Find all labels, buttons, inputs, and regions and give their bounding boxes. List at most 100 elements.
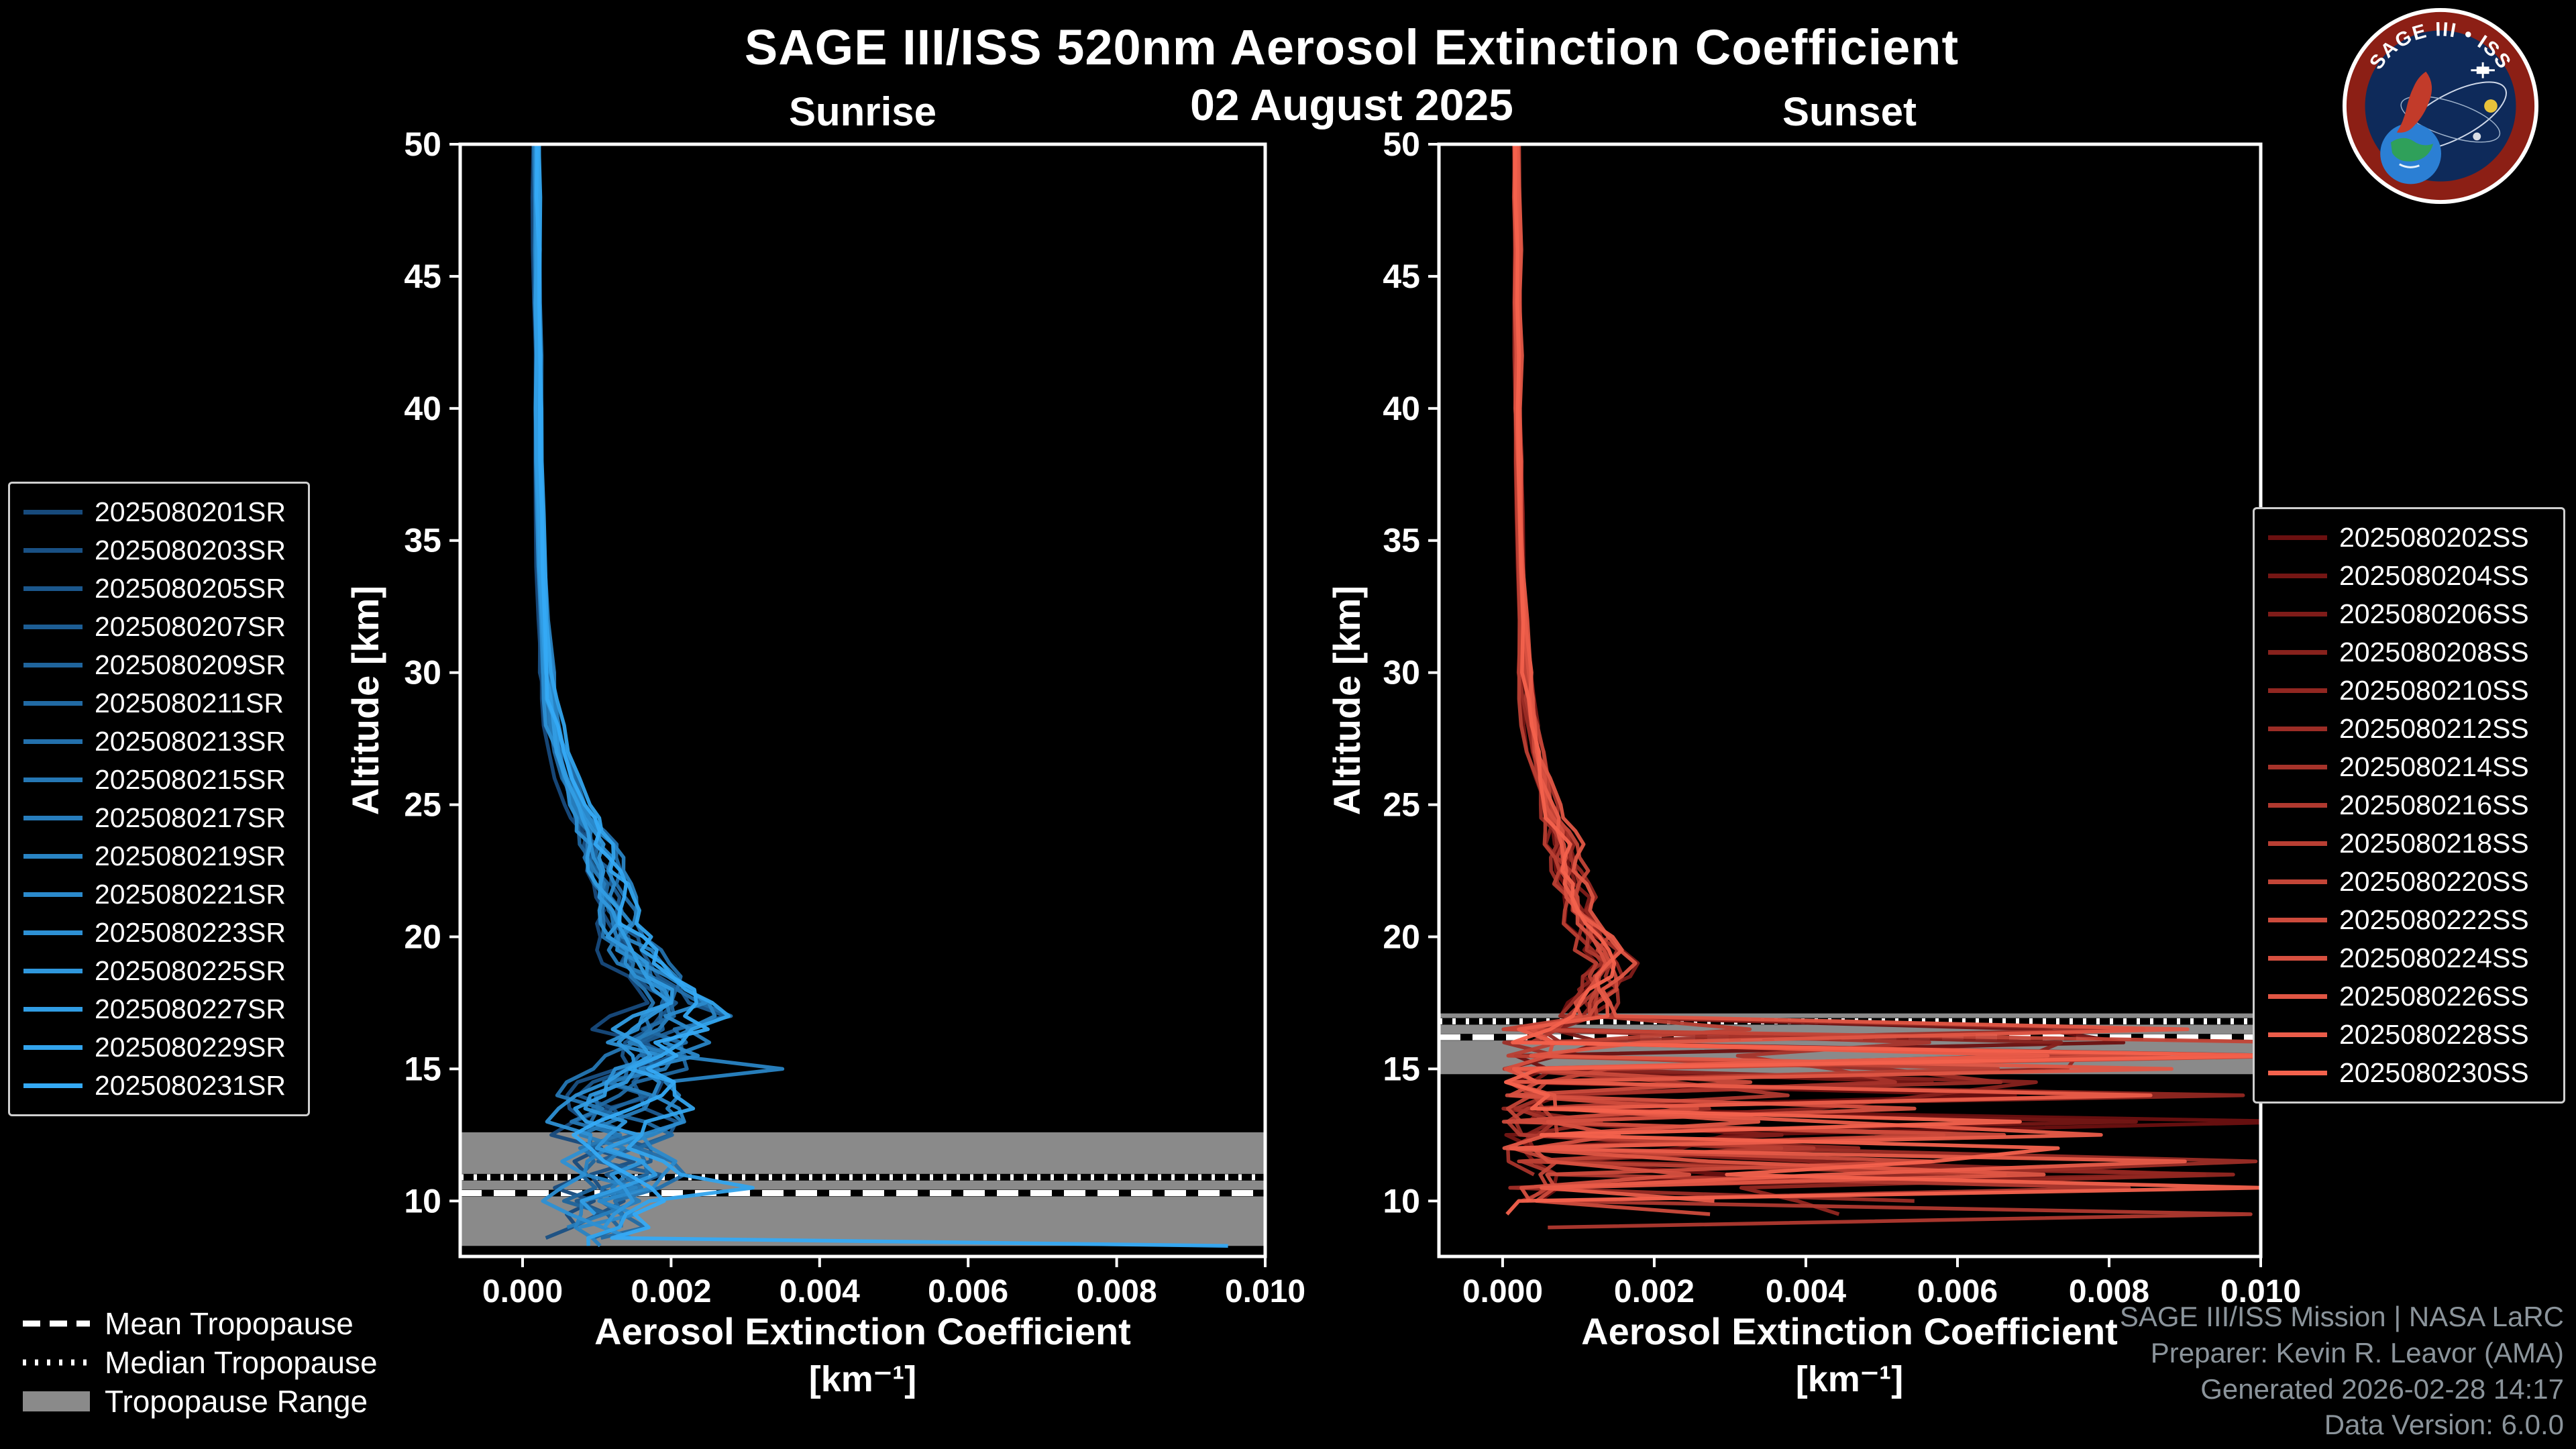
y-axis-label-sunrise: Altitude [km]	[344, 585, 386, 816]
series-label: 2025080208SS	[2339, 637, 2529, 667]
mean-tropopause-label: Mean Tropopause	[105, 1306, 354, 1341]
legend-item: 2025080230SS	[2265, 1054, 2553, 1092]
series-label: 2025080215SR	[95, 764, 286, 795]
x-axis-label-sunset: Aerosol Extinction Coefficient	[1581, 1310, 2118, 1352]
series-label: 2025080230SS	[2339, 1057, 2529, 1088]
legend-item: 2025080227SR	[21, 990, 297, 1028]
y-tick-label: 40	[1383, 390, 1420, 427]
legend-item: 2025080201SR	[21, 493, 297, 531]
mean-tropopause-legend-item: Mean Tropopause	[23, 1304, 378, 1343]
median-tropopause-legend-item: Median Tropopause	[23, 1343, 378, 1382]
y-tick-label: 15	[1383, 1050, 1420, 1087]
x-tick-label: 0.006	[1917, 1274, 1998, 1309]
profile-line	[534, 144, 1228, 1248]
series-color-swatch	[2268, 1071, 2327, 1075]
legend-item: 2025080216SS	[2265, 786, 2553, 824]
x-tick-label: 0.008	[2069, 1274, 2149, 1309]
gray-band-icon	[23, 1390, 90, 1413]
y-tick-label: 25	[1383, 786, 1420, 824]
series-label: 2025080224SS	[2339, 943, 2529, 973]
legend-item: 2025080210SS	[2265, 672, 2553, 710]
median-tropopause-label: Median Tropopause	[105, 1345, 378, 1380]
x-axis-units-sunrise: [km⁻¹]	[808, 1359, 917, 1399]
legend-item: 2025080206SS	[2265, 595, 2553, 633]
x-tick-label: 0.000	[1462, 1274, 1543, 1309]
date-subtitle: 02 August 2025	[1190, 80, 1513, 129]
legend-item: 2025080211SR	[21, 684, 297, 722]
y-tick-label: 20	[404, 918, 441, 955]
x-tick-label: 0.010	[1225, 1274, 1305, 1309]
series-color-swatch	[2268, 727, 2327, 731]
y-tick-label: 10	[1383, 1182, 1420, 1220]
y-tick-label: 20	[1383, 918, 1420, 955]
plot-frame	[458, 142, 1267, 1258]
legend-item: 2025080204SS	[2265, 557, 2553, 595]
series-color-swatch	[23, 816, 83, 820]
iss-icon	[2471, 62, 2495, 78]
series-label: 2025080203SR	[95, 535, 286, 566]
y-tick-label: 35	[404, 522, 441, 559]
profile-line	[537, 144, 755, 1246]
series-label: 2025080210SS	[2339, 675, 2529, 706]
y-tick-label: 10	[404, 1182, 441, 1220]
legend-item: 2025080213SR	[21, 722, 297, 761]
series-label: 2025080231SR	[95, 1070, 286, 1101]
panel-sunset: 0.000 0.002 0.004 0.006 0.008 0.010 10 15 20 25 30…	[1383, 125, 2301, 1309]
earth-continent	[2391, 138, 2434, 162]
legend-item: 2025080208SS	[2265, 633, 2553, 672]
series-color-swatch	[2268, 803, 2327, 808]
tropopause-range-label: Tropopause Range	[105, 1384, 368, 1419]
series-label: 2025080220SS	[2339, 866, 2529, 897]
series-color-swatch	[23, 663, 83, 667]
panel-sunrise: 0.000 0.002 0.004 0.006 0.008 0.010 10 15 20 25 30…	[404, 125, 1305, 1309]
y-tick-label: 45	[404, 258, 441, 295]
legend-item: 2025080225SR	[21, 952, 297, 990]
y-tick-label: 50	[404, 125, 441, 163]
series-color-swatch	[2268, 1032, 2327, 1037]
profile-line	[534, 144, 708, 1230]
sunrise-panel-title: Sunrise	[788, 89, 937, 134]
series-color-swatch	[23, 739, 83, 744]
series-label: 2025080227SR	[95, 994, 286, 1024]
series-color-swatch	[23, 892, 83, 897]
sunset-legend: 2025080202SS 2025080204SS 2025080206SS 2025…	[2253, 507, 2565, 1104]
x-tick-label: 0.010	[2220, 1274, 2301, 1309]
series-label: 2025080207SR	[95, 611, 286, 642]
series-color-swatch	[2268, 574, 2327, 578]
series-label: 2025080214SS	[2339, 751, 2529, 782]
series-label: 2025080213SR	[95, 726, 286, 757]
series-label: 2025080209SR	[95, 649, 286, 680]
series-label: 2025080221SR	[95, 879, 286, 910]
series-color-swatch	[23, 701, 83, 706]
sunrise-legend: 2025080201SR 2025080203SR 2025080205SR 2025…	[8, 482, 310, 1116]
legend-item: 2025080228SS	[2265, 1016, 2553, 1054]
series-color-swatch	[2268, 765, 2327, 769]
legend-item: 2025080215SR	[21, 761, 297, 799]
legend-item: 2025080217SR	[21, 799, 297, 837]
x-tick-label: 0.002	[631, 1274, 711, 1309]
series-color-swatch	[2268, 650, 2327, 655]
series-color-swatch	[2268, 535, 2327, 540]
series-color-swatch	[23, 1083, 83, 1088]
x-tick-label: 0.000	[482, 1274, 563, 1309]
red-figure	[2396, 71, 2432, 133]
x-tick-label: 0.004	[780, 1274, 860, 1309]
series-label: 2025080202SS	[2339, 522, 2529, 553]
legend-item: 2025080221SR	[21, 875, 297, 914]
mission-credit-line: SAGE III/ISS Mission | NASA LaRC	[2119, 1301, 2564, 1332]
legend-item: 2025080219SR	[21, 837, 297, 875]
legend-item: 2025080218SS	[2265, 824, 2553, 863]
y-tick-label: 30	[1383, 654, 1420, 692]
series-color-swatch	[23, 586, 83, 591]
y-axis-label-sunset: Altitude [km]	[1326, 585, 1368, 816]
moon-icon	[2473, 132, 2481, 141]
dotted-line-icon	[23, 1358, 90, 1367]
earth-cloud	[2399, 163, 2420, 168]
series-color-swatch	[23, 625, 83, 629]
legend-item: 2025080222SS	[2265, 901, 2553, 939]
profile-line	[1503, 144, 2261, 1216]
preparer-credit-line: Preparer: Kevin R. Leavor (AMA)	[2150, 1336, 2564, 1368]
y-tick-label: 45	[1383, 258, 1420, 295]
sun-icon	[2484, 99, 2498, 113]
